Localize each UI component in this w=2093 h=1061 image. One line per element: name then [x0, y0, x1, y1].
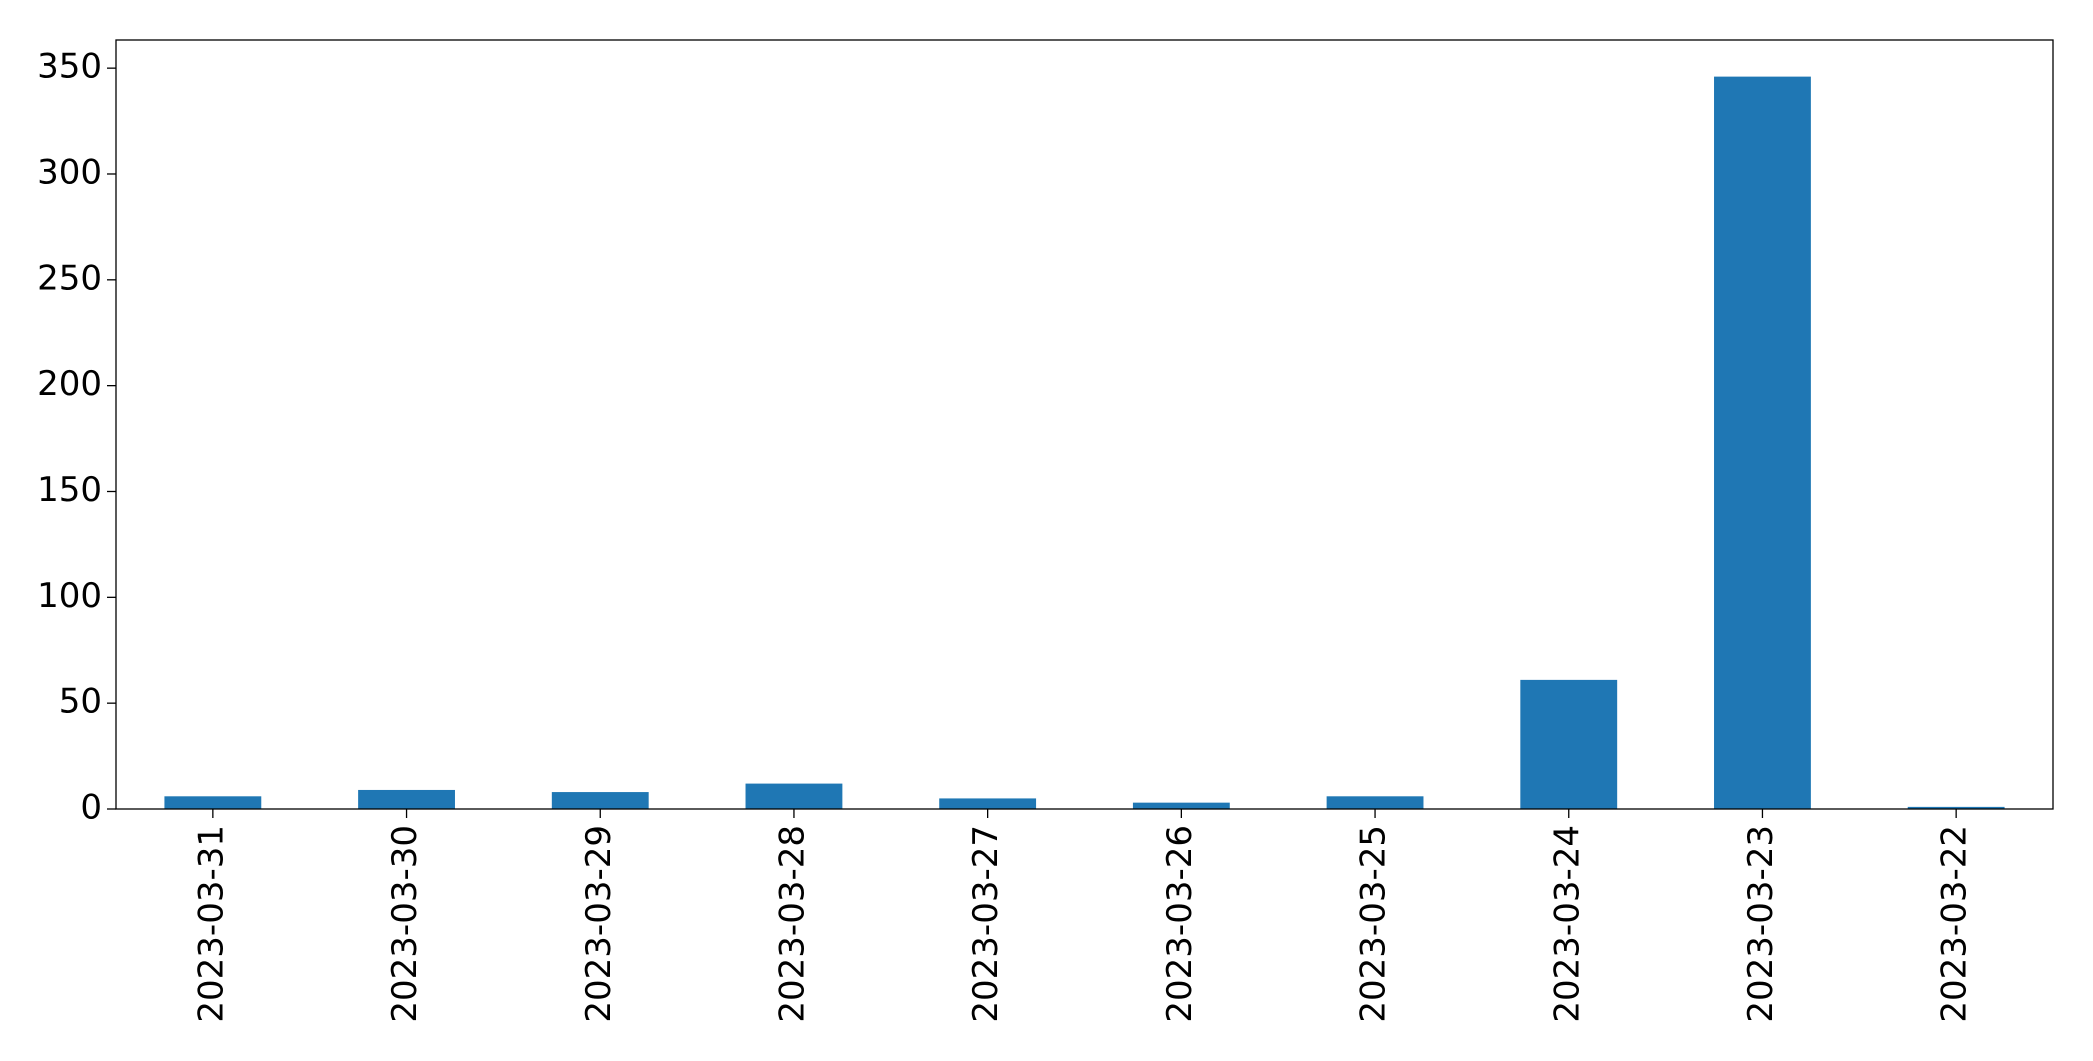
x-tick-label: 2023-03-28: [772, 825, 812, 1023]
bar: [939, 798, 1037, 809]
x-tick-label: 2023-03-22: [1935, 825, 1975, 1023]
x-tick-label: 2023-03-26: [1160, 825, 1200, 1023]
x-tick-label: 2023-03-23: [1741, 825, 1781, 1023]
y-tick-label: 50: [59, 682, 102, 722]
x-tick-label: 2023-03-24: [1547, 825, 1587, 1023]
bar: [551, 792, 649, 809]
y-tick-label: 200: [37, 364, 102, 404]
y-tick-label: 250: [37, 258, 102, 298]
y-tick-label: 100: [37, 576, 102, 616]
bar: [1907, 806, 2005, 809]
bar: [1326, 796, 1424, 809]
y-tick-label: 300: [37, 152, 102, 192]
bar: [1520, 679, 1618, 809]
x-tick-label: 2023-03-29: [579, 825, 619, 1023]
bar: [164, 796, 262, 809]
bar: [1132, 802, 1230, 809]
bar: [358, 789, 455, 809]
x-tick-label: 2023-03-27: [966, 825, 1006, 1023]
bar: [1714, 76, 1811, 810]
x-tick-label: 2023-03-25: [1354, 825, 1394, 1023]
y-tick-label: 350: [37, 47, 102, 87]
y-tick-label: 0: [80, 788, 102, 828]
x-tick-label: 2023-03-31: [191, 825, 231, 1023]
bar: [745, 783, 843, 809]
y-tick-label: 150: [37, 470, 102, 510]
plot-frame: [115, 39, 2054, 810]
x-tick-label: 2023-03-30: [385, 825, 425, 1023]
